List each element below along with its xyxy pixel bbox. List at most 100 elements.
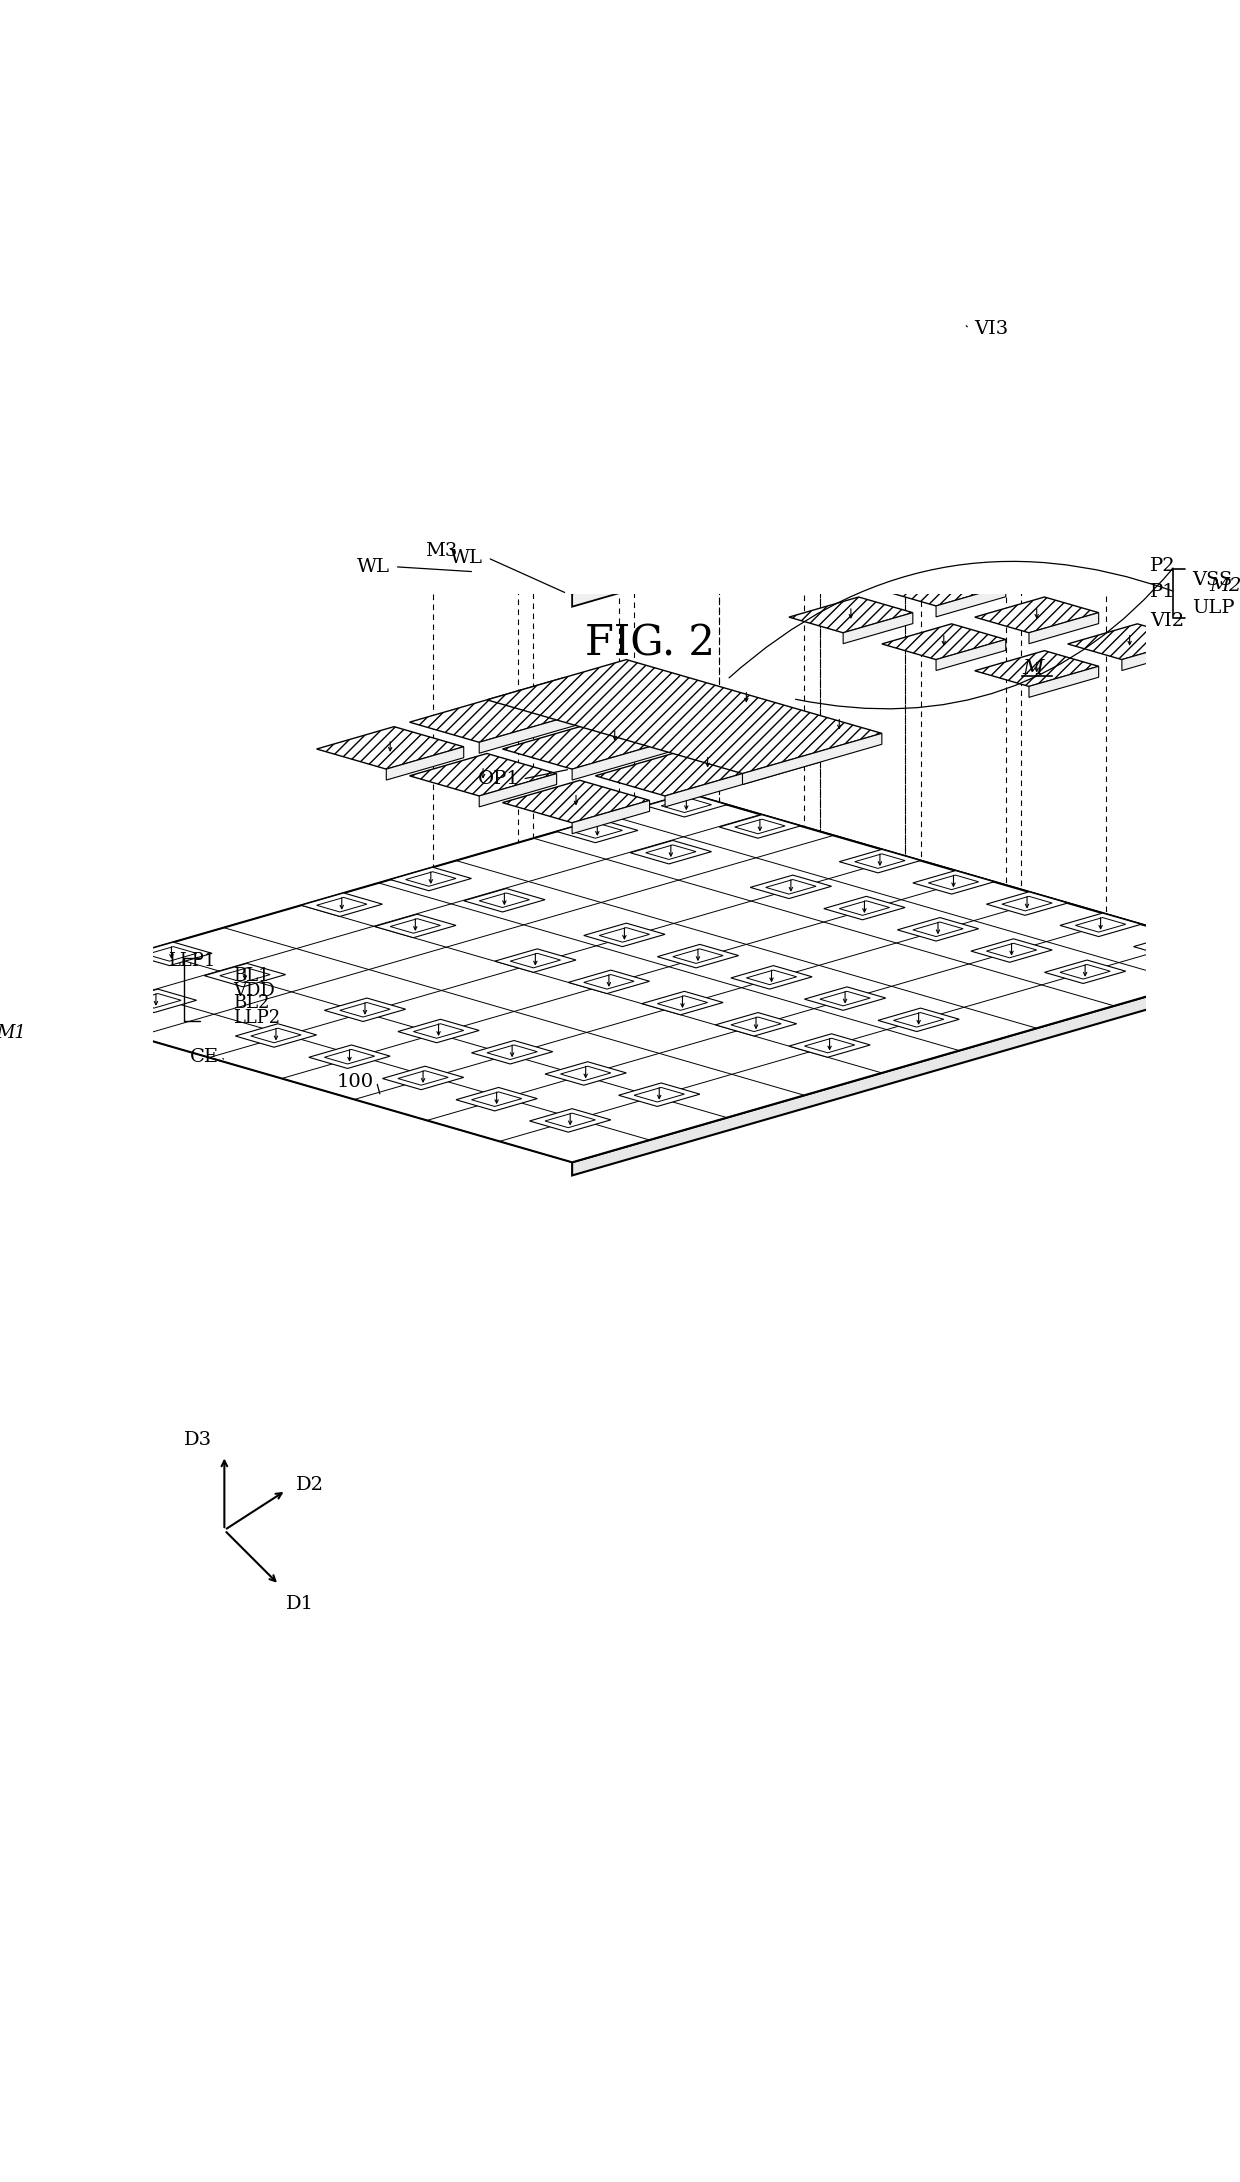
Polygon shape (986, 943, 1037, 958)
Polygon shape (518, 388, 1230, 594)
Text: LLP2: LLP2 (233, 1008, 280, 1028)
Polygon shape (805, 1039, 854, 1052)
Polygon shape (820, 991, 870, 1006)
Text: M1: M1 (0, 1023, 26, 1043)
Polygon shape (898, 919, 978, 940)
Polygon shape (301, 892, 382, 916)
Polygon shape (236, 1023, 316, 1047)
Polygon shape (479, 377, 1137, 580)
Polygon shape (743, 733, 882, 786)
Polygon shape (839, 901, 889, 914)
Polygon shape (374, 914, 456, 938)
Polygon shape (464, 888, 546, 912)
Polygon shape (642, 991, 723, 1015)
Polygon shape (1176, 388, 1230, 417)
Polygon shape (789, 1034, 870, 1058)
Polygon shape (719, 814, 801, 838)
Polygon shape (0, 794, 1240, 1163)
Polygon shape (1084, 360, 1137, 391)
Polygon shape (1122, 639, 1192, 670)
Polygon shape (839, 849, 920, 873)
Polygon shape (557, 818, 637, 842)
Polygon shape (130, 943, 212, 967)
Polygon shape (316, 897, 367, 912)
Polygon shape (479, 775, 557, 807)
Polygon shape (409, 676, 634, 742)
Polygon shape (646, 794, 727, 816)
Polygon shape (205, 964, 285, 986)
Polygon shape (413, 1023, 464, 1039)
Polygon shape (560, 1067, 611, 1080)
Polygon shape (456, 489, 512, 504)
Text: 100: 100 (336, 1074, 373, 1091)
Polygon shape (1044, 960, 1126, 984)
Polygon shape (479, 892, 529, 908)
Polygon shape (584, 923, 665, 947)
Polygon shape (340, 1002, 391, 1017)
Polygon shape (936, 585, 1006, 618)
Polygon shape (913, 871, 994, 895)
Polygon shape (115, 988, 197, 1012)
Polygon shape (619, 1082, 699, 1106)
Polygon shape (57, 973, 108, 986)
Polygon shape (743, 458, 799, 476)
Polygon shape (42, 969, 123, 991)
Polygon shape (730, 1017, 781, 1032)
Text: M3: M3 (425, 541, 458, 561)
Text: CE: CE (190, 1047, 218, 1065)
Polygon shape (387, 746, 464, 779)
Polygon shape (688, 794, 1240, 975)
Polygon shape (363, 460, 419, 478)
Polygon shape (510, 954, 560, 969)
Polygon shape (325, 1050, 374, 1065)
Polygon shape (650, 432, 706, 447)
Polygon shape (823, 897, 905, 921)
Polygon shape (332, 334, 1044, 539)
Text: M: M (1022, 659, 1044, 679)
Polygon shape (479, 698, 634, 753)
Polygon shape (572, 823, 622, 838)
Text: D3: D3 (185, 1431, 212, 1449)
Polygon shape (789, 598, 913, 633)
Polygon shape (557, 406, 613, 421)
Polygon shape (584, 975, 634, 988)
Polygon shape (975, 598, 1099, 633)
Polygon shape (991, 334, 1044, 362)
Text: FIG. 2: FIG. 2 (584, 622, 714, 663)
Polygon shape (913, 923, 963, 936)
Polygon shape (546, 1113, 595, 1128)
Polygon shape (665, 751, 820, 807)
Text: P2: P2 (1149, 556, 1176, 576)
Polygon shape (1029, 613, 1099, 644)
Polygon shape (250, 1028, 301, 1043)
Polygon shape (572, 404, 1230, 607)
Polygon shape (316, 727, 464, 768)
Polygon shape (382, 1067, 464, 1089)
Polygon shape (634, 1087, 684, 1102)
Text: WL: WL (357, 559, 389, 576)
Polygon shape (1133, 934, 1215, 958)
Polygon shape (1029, 666, 1099, 698)
Text: VI2: VI2 (1149, 611, 1184, 631)
Text: BL2: BL2 (233, 993, 269, 1012)
Polygon shape (471, 1041, 553, 1065)
Polygon shape (502, 705, 727, 768)
Polygon shape (1149, 938, 1199, 954)
Polygon shape (409, 753, 557, 796)
Polygon shape (843, 613, 913, 644)
Polygon shape (898, 308, 951, 336)
Polygon shape (572, 801, 650, 834)
Polygon shape (735, 818, 785, 834)
Text: D2: D2 (296, 1477, 324, 1495)
Text: D1: D1 (286, 1595, 314, 1612)
Polygon shape (766, 879, 816, 895)
Polygon shape (715, 1012, 796, 1036)
Polygon shape (882, 308, 960, 329)
Polygon shape (546, 1063, 626, 1084)
Polygon shape (130, 993, 181, 1008)
Polygon shape (929, 875, 978, 890)
Text: WL: WL (450, 550, 482, 567)
Polygon shape (1060, 912, 1141, 936)
Polygon shape (920, 308, 960, 338)
Text: VDD: VDD (233, 982, 275, 999)
